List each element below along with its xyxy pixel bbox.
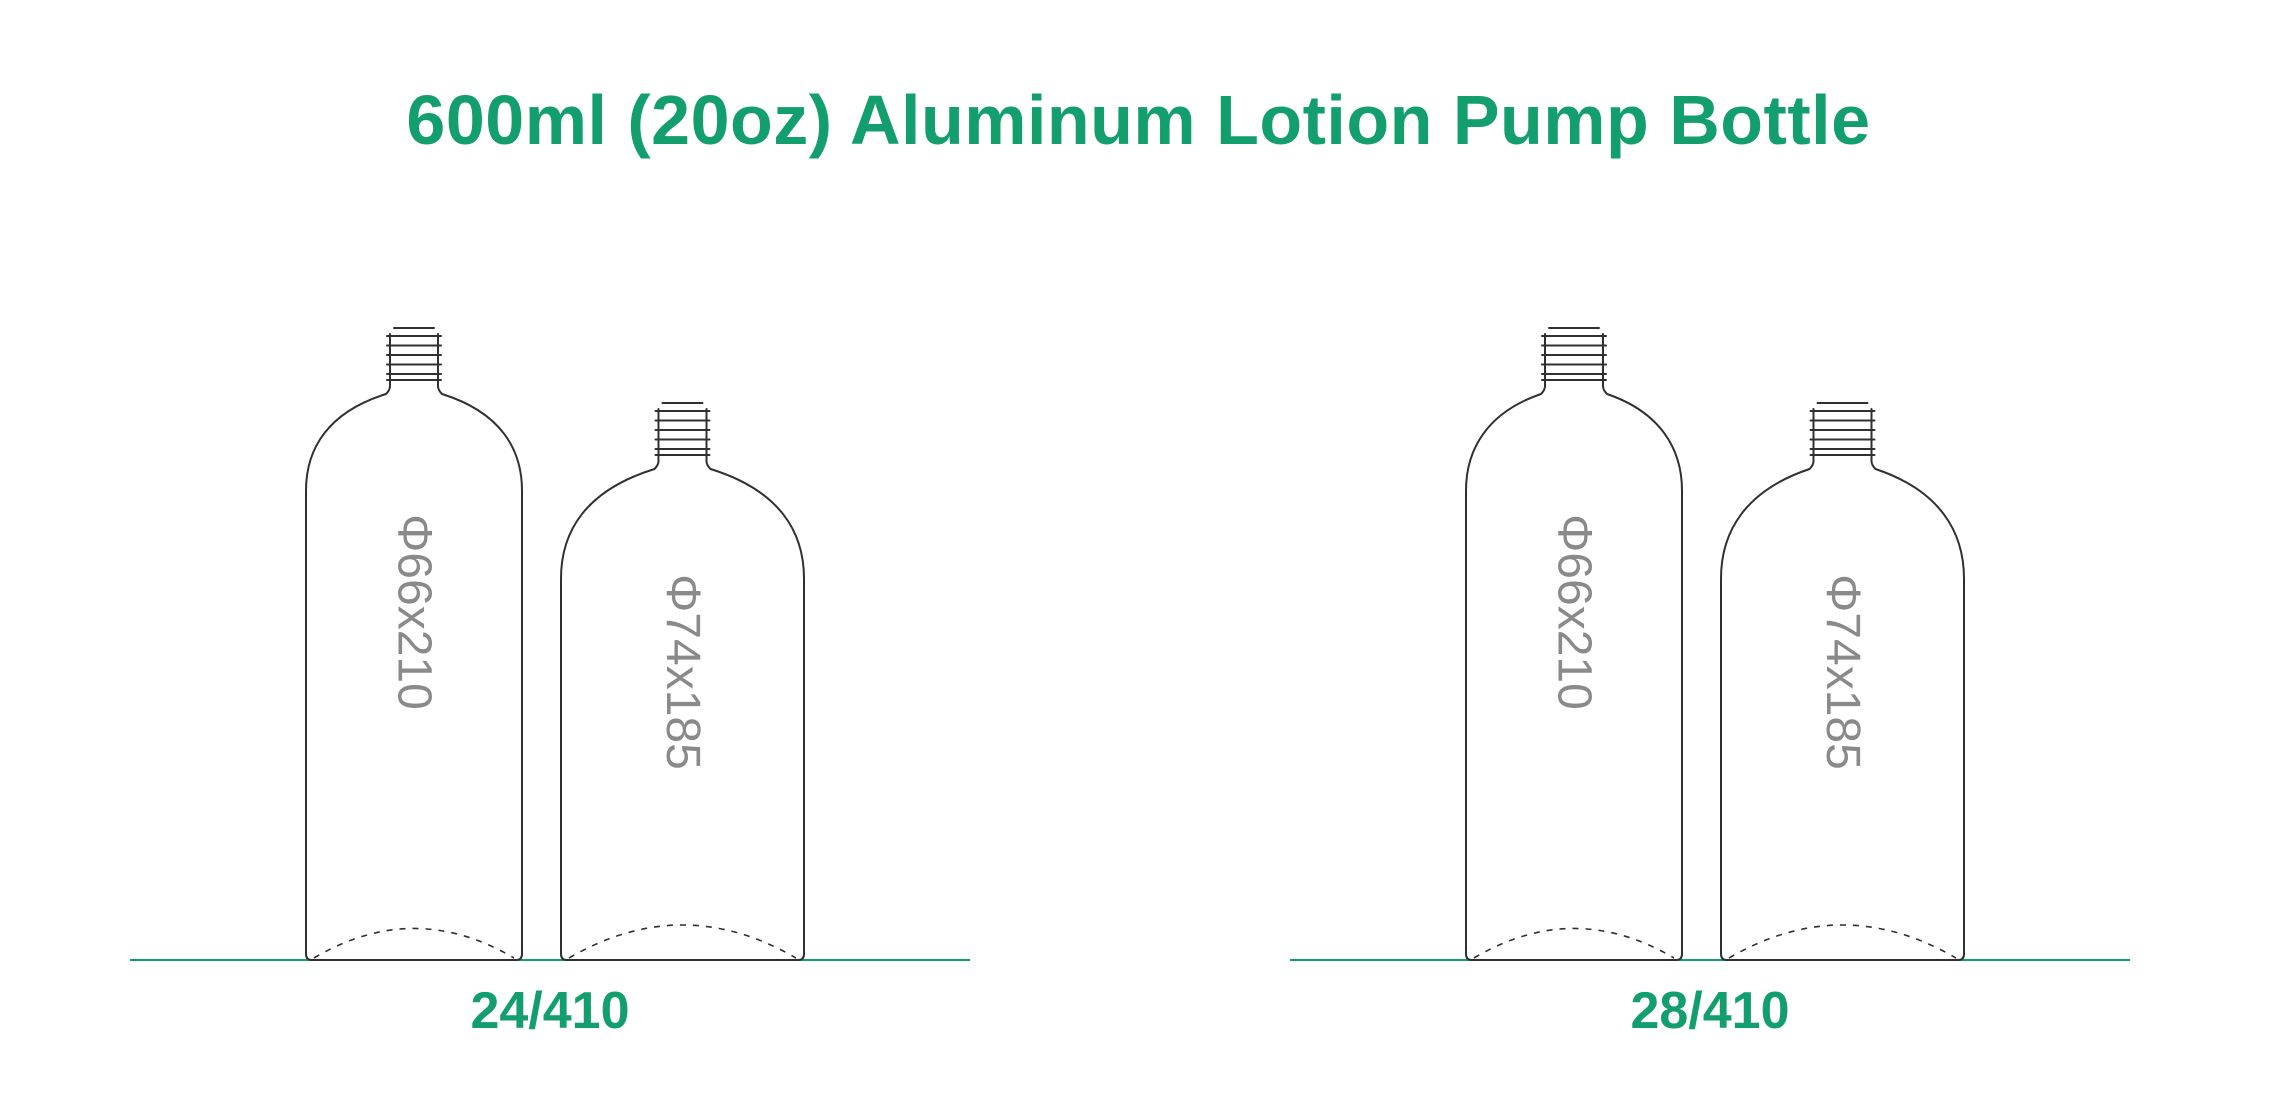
bottle-dimension-label: Φ74x185 xyxy=(655,574,710,770)
group-baseline xyxy=(130,959,970,961)
bottle-outline: Φ66x210 xyxy=(305,324,523,961)
bottle-dimension-label: Φ66x210 xyxy=(1547,514,1602,710)
page-title: 600ml (20oz) Aluminum Lotion Pump Bottle xyxy=(0,80,2277,160)
bottle-dimension-label: Φ66x210 xyxy=(387,514,442,710)
group-label: 24/410 xyxy=(130,981,970,1041)
bottle-group: 24/410 Φ66x210 Φ74x185 xyxy=(130,324,970,961)
bottle-outline: Φ66x210 xyxy=(1465,324,1683,961)
group-label: 28/410 xyxy=(1290,981,2130,1041)
bottle-outline: Φ74x185 xyxy=(560,399,805,961)
bottle-dimension-label: Φ74x185 xyxy=(1815,574,1870,770)
bottle-group: 28/410 Φ66x210 Φ74x185 xyxy=(1290,324,2130,961)
group-baseline xyxy=(1290,959,2130,961)
bottle-outline: Φ74x185 xyxy=(1720,399,1965,961)
